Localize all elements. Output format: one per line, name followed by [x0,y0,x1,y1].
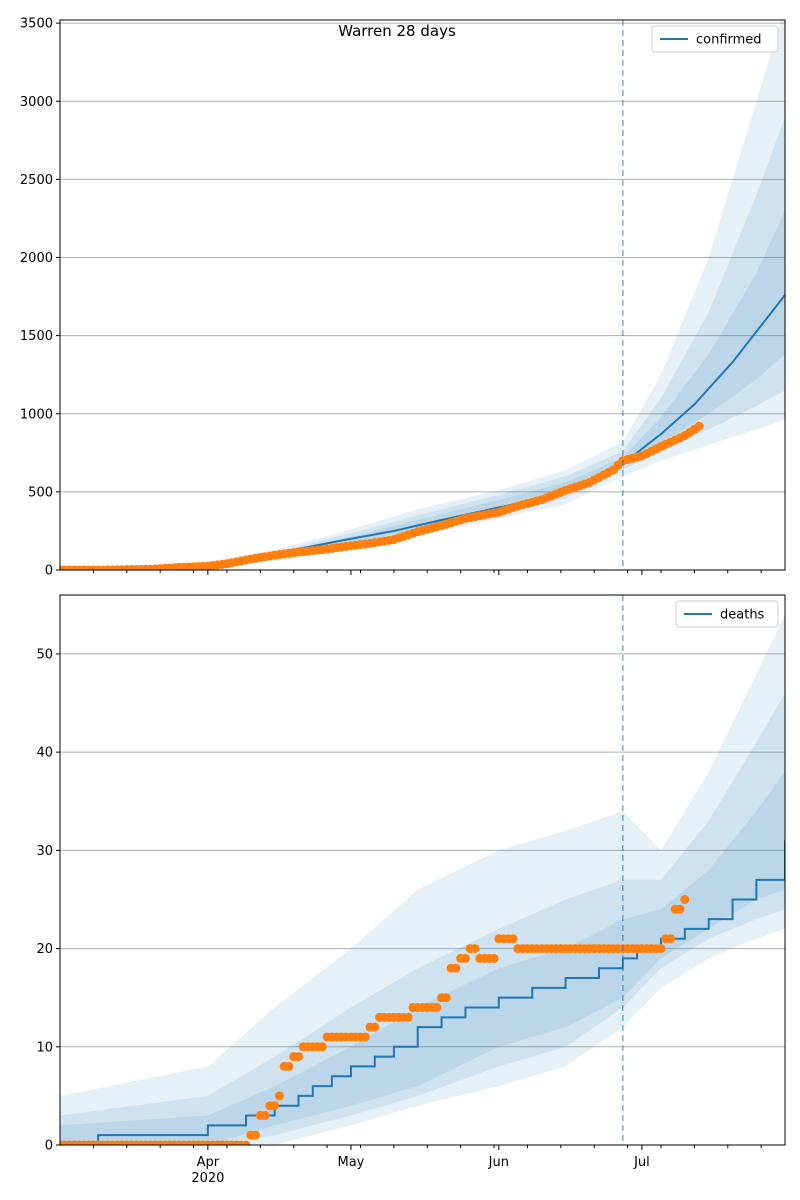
observed-point [489,953,499,963]
legend-label: confirmed [696,33,762,48]
y-tick-label: 500 [28,485,53,500]
y-tick-label: 2500 [20,173,53,188]
observed-point [675,904,685,914]
x-tick-label: May [338,1155,365,1170]
observed-point [656,944,666,954]
observed-point [274,1091,284,1101]
legend: deaths [675,600,779,628]
observed-point [666,934,676,944]
legend-label: deaths [720,608,765,623]
observed-point [441,993,451,1003]
observed-point [470,944,480,954]
y-tick-label: 3500 [20,17,53,32]
observed-point [270,1101,280,1111]
y-tick-label: 1500 [20,329,53,344]
observed-point [680,894,690,904]
legend: confirmed [651,25,779,53]
observed-point [694,421,704,431]
y-tick-label: 1000 [20,407,53,422]
observed-point [260,1111,270,1121]
observed-point [360,1032,370,1042]
x-tick-label: Apr [197,1155,220,1170]
y-tick-label: 30 [36,844,53,859]
axes-frame [59,594,786,1146]
y-tick-label: 2000 [20,251,53,266]
uncertainty-band [60,771,785,1145]
observed-point [317,1042,327,1052]
y-tick-label: 50 [36,647,53,662]
observed-point [241,1140,251,1145]
y-tick-label: 40 [36,746,53,761]
observed-point [370,1022,380,1032]
observed-point [508,934,518,944]
observed-point [293,1052,303,1062]
observed-point [460,953,470,963]
plot-area [60,614,785,1145]
y-tick-label: 0 [45,1139,53,1154]
uncertainty-band [60,614,785,1145]
confirmed-panel: 0 500 1000 1500 2000 2500 3000 3500 Warren 28 da… [20,17,786,579]
observed-point [284,1061,294,1071]
y-tick-label: 20 [36,942,53,957]
uncertainty-band [60,20,785,570]
chart-title: Warren 28 days [338,22,456,40]
uncertainty-band [60,693,785,1145]
x-tick-sublabel: 2020 [191,1171,224,1186]
x-tick-label: Jul [633,1155,650,1170]
x-tick-label: Jun [488,1155,509,1170]
y-tick-label: 10 [36,1040,53,1055]
legend-box [651,25,779,53]
observed-point [403,1012,413,1022]
legend-box [675,600,779,628]
observed-point [251,1130,261,1140]
observed-point [451,963,461,973]
plot-area [60,20,785,570]
y-tick-label: 3000 [20,95,53,110]
observed-point [432,1003,442,1012]
axes-frame [59,19,786,571]
y-tick-label: 0 [45,564,53,579]
